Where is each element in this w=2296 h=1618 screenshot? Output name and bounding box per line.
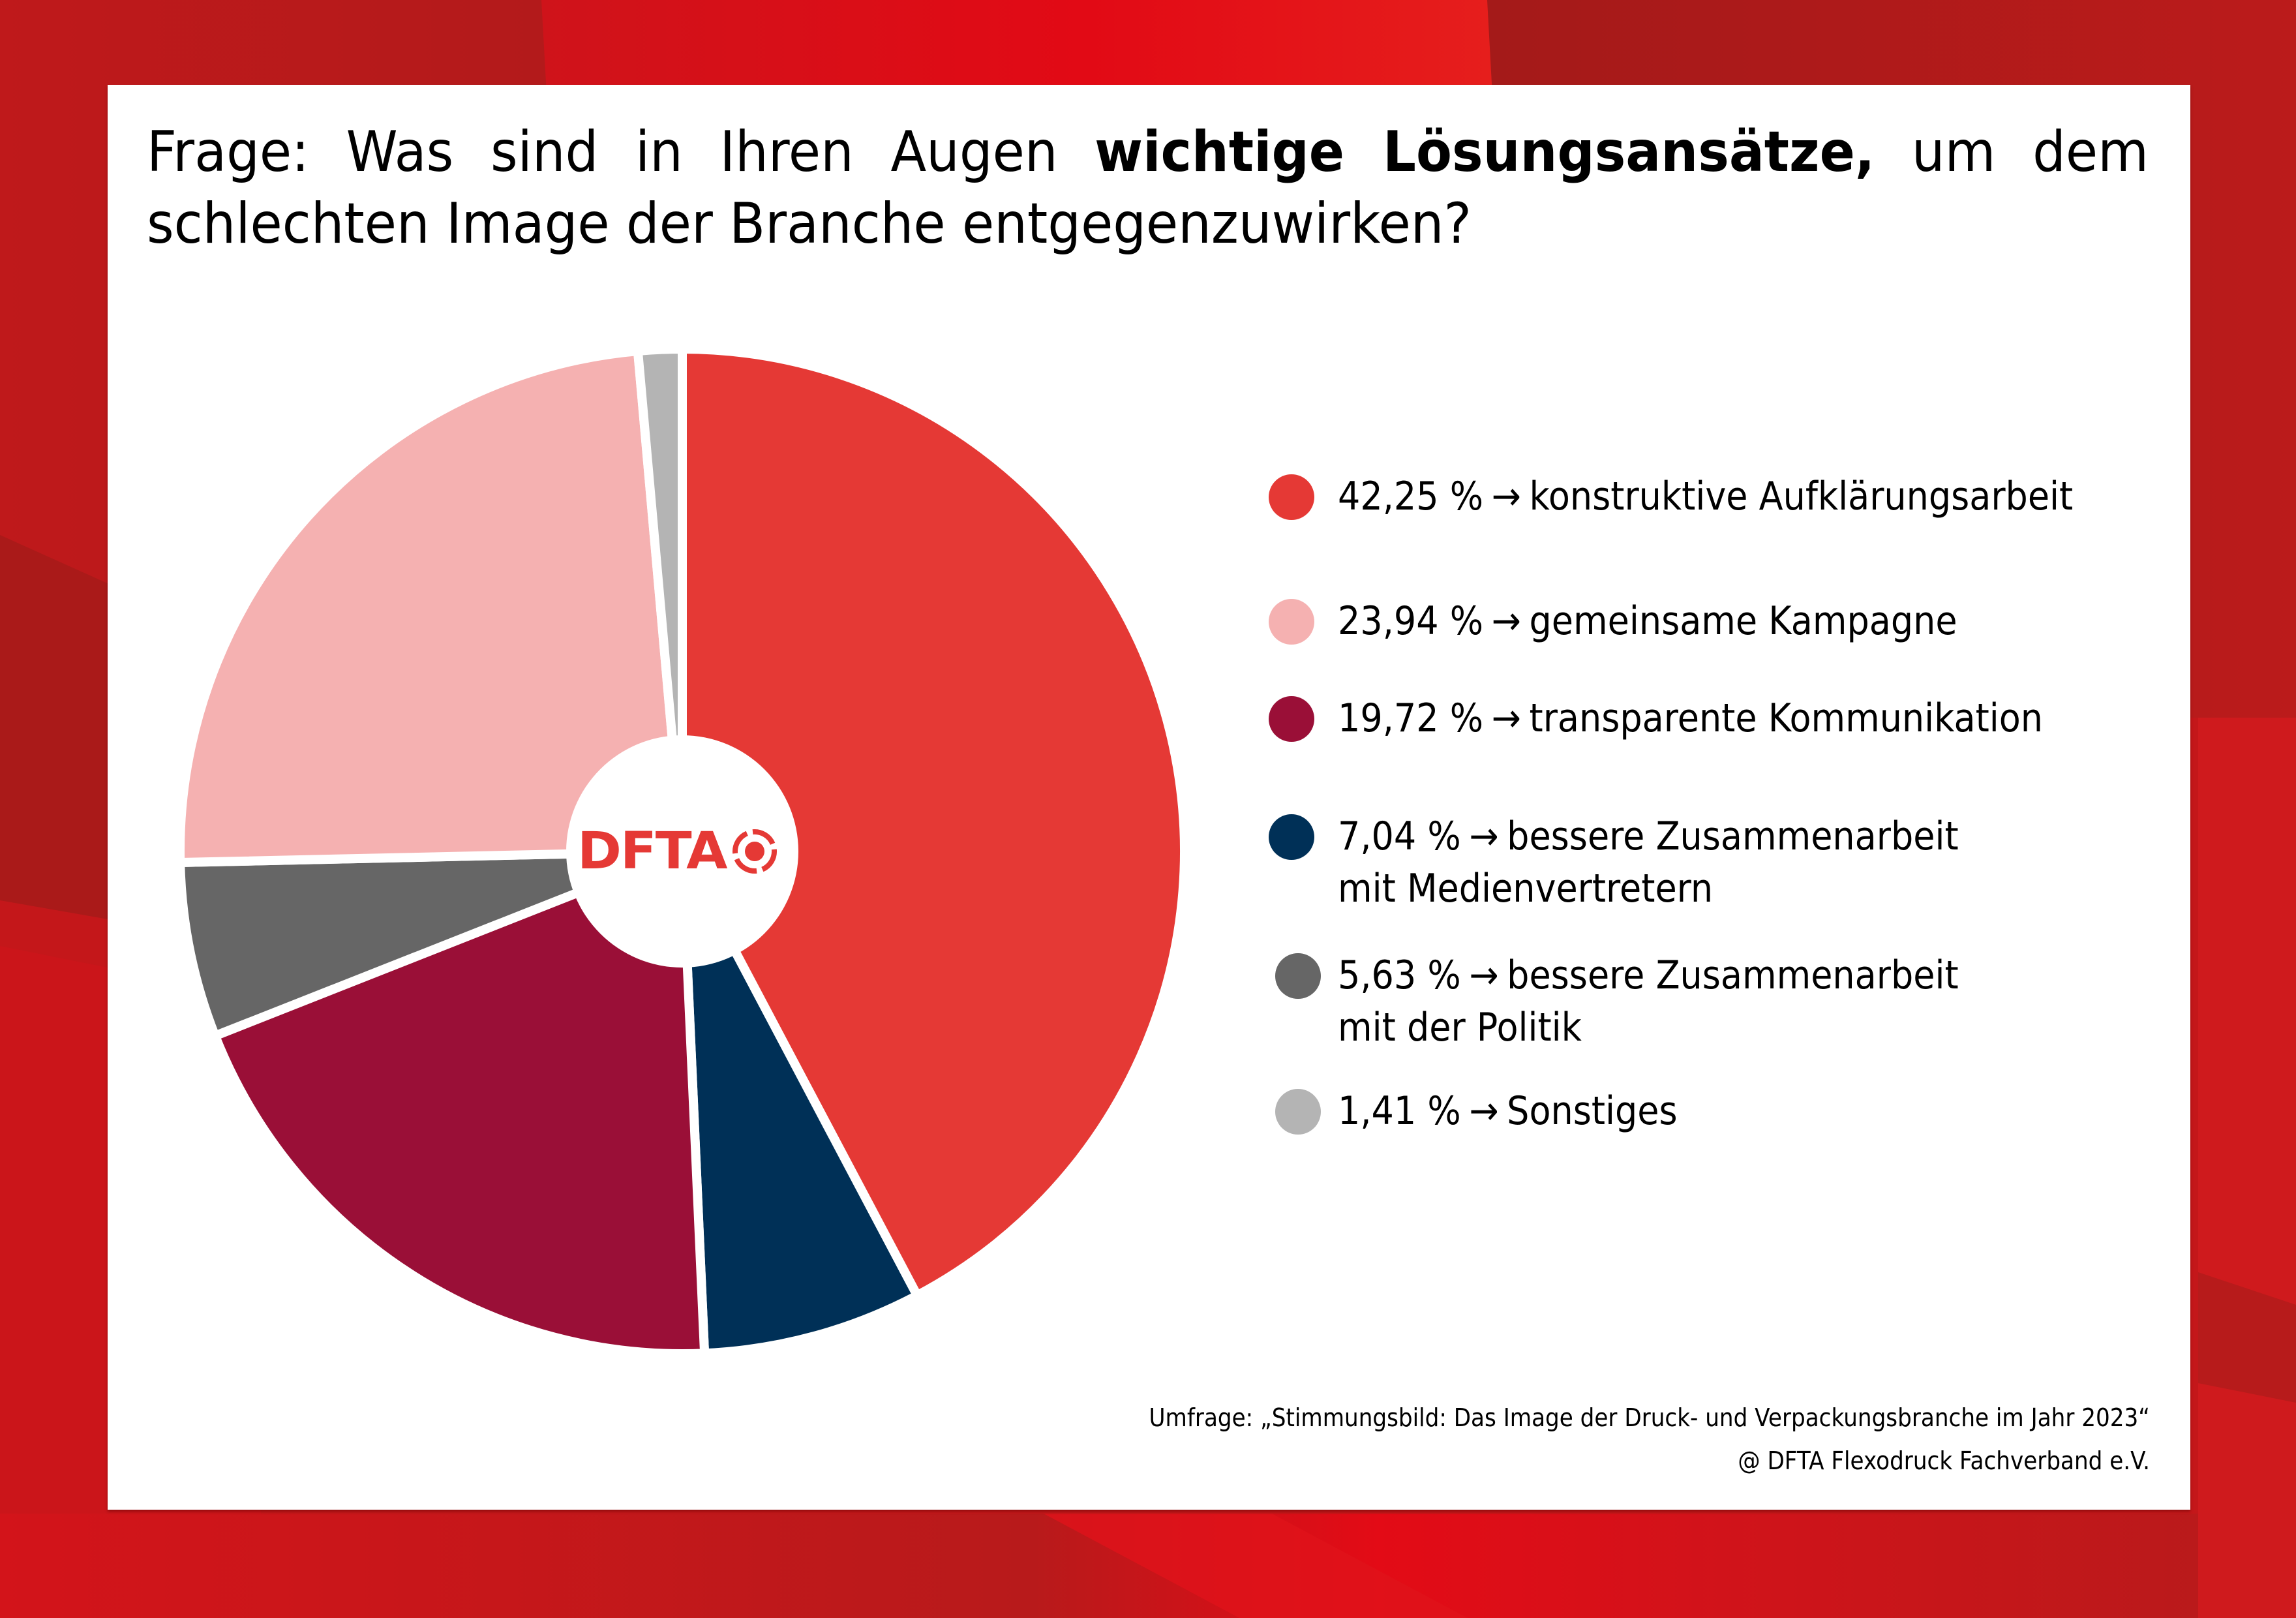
logo-text: DFTA [577, 822, 728, 881]
pie-center-hole [566, 735, 798, 968]
survey-source: Umfrage: „Stimmungsbild: Das Image der D… [1149, 1403, 2150, 1432]
pie-slice-1 [678, 344, 1189, 1300]
legend-percent: 5,63 % [1338, 953, 1461, 998]
legend-item: 42,25 % → konstruktive Aufklärungsarbeit [1269, 474, 2154, 523]
legend-swatch [1269, 814, 1314, 860]
legend-text: Sonstiges [1507, 1088, 1678, 1134]
arrow-right-icon: → [1469, 814, 1499, 859]
footer: Umfrage: „Stimmungsbild: Das Image der D… [1149, 1396, 2150, 1482]
legend-percent: 42,25 % [1338, 474, 1484, 519]
legend-text-line-2: mit Medienvertretern [1338, 866, 1714, 911]
legend-text: transparente Kommunikation [1529, 695, 2044, 741]
legend-item: 1,41 % → Sonstiges [1275, 1088, 1715, 1137]
arrow-right-icon: → [1469, 1088, 1499, 1134]
legend-percent: 1,41 % [1338, 1088, 1461, 1134]
legend-label: 42,25 % → konstruktive Aufklärungsarbeit [1338, 470, 2073, 523]
pie-slice-4 [175, 847, 687, 1041]
legend-swatch [1269, 474, 1314, 520]
legend-item: 23,94 % → gemeinsame Kampagne [1269, 598, 2026, 647]
pie-chart [175, 344, 1189, 1358]
legend-label: 1,41 % → Sonstiges [1338, 1085, 1678, 1137]
arrow-right-icon: → [1491, 474, 1521, 519]
title-line-2: schlechten Image der Branche entgegenzuw… [147, 191, 1472, 256]
legend-percent: 23,94 % [1338, 598, 1484, 644]
arrow-right-icon: → [1491, 598, 1521, 644]
title-suffix: um dem [1875, 119, 2149, 185]
legend-label: 23,94 % → gemeinsame Kampagne [1338, 595, 1957, 647]
title-line-1: Frage: Was sind in Ihren Augen wichtige … [147, 116, 2149, 188]
legend-text: bessere Zusammenarbeit [1507, 953, 1959, 998]
copyright: @ DFTA Flexodruck Fachverband e.V. [1738, 1446, 2150, 1475]
title-prefix: Frage: Was sind in Ihren Augen [147, 119, 1095, 185]
legend-percent: 19,72 % [1338, 695, 1484, 741]
legend-text: bessere Zusammenarbeit [1507, 814, 1959, 859]
legend-label: 7,04 % → bessere Zusammenarbeit mit Medien… [1338, 810, 1959, 915]
chart-title: Frage: Was sind in Ihren Augen wichtige … [147, 116, 2149, 260]
arrow-right-icon: → [1469, 953, 1499, 998]
legend-text: konstruktive Aufklärungsarbeit [1529, 474, 2074, 519]
legend-label: 19,72 % → transparente Kommunikation [1338, 692, 2043, 744]
legend-item: 19,72 % → transparente Kommunikation [1269, 695, 2121, 744]
legend-swatch [1269, 696, 1314, 742]
legend-text: gemeinsame Kampagne [1529, 598, 1957, 644]
legend-swatch [1275, 1089, 1321, 1135]
legend-text-line-2: mit der Politik [1338, 1005, 1582, 1050]
legend-item: 7,04 % → bessere Zusammenarbeit mit Medien… [1269, 814, 2027, 915]
target-icon [733, 829, 777, 874]
title-bold: wichtige Lösungsansätze, [1095, 119, 1875, 185]
legend-item: 5,63 % → bessere Zusammenarbeit mit der Po… [1275, 953, 2027, 1054]
legend-label: 5,63 % → bessere Zusammenarbeit mit der Po… [1338, 949, 1959, 1054]
pie-slice-3 [210, 847, 710, 1358]
chart-card: Frage: Was sind in Ihren Augen wichtige … [108, 85, 2190, 1510]
arrow-right-icon: → [1491, 695, 1521, 741]
legend-swatch [1275, 953, 1321, 999]
pie-slice-2 [678, 847, 922, 1358]
pie-slice-6 [633, 344, 687, 856]
pie-slice-5 [175, 346, 687, 868]
legend-percent: 7,04 % [1338, 814, 1461, 859]
legend-swatch [1269, 599, 1314, 645]
